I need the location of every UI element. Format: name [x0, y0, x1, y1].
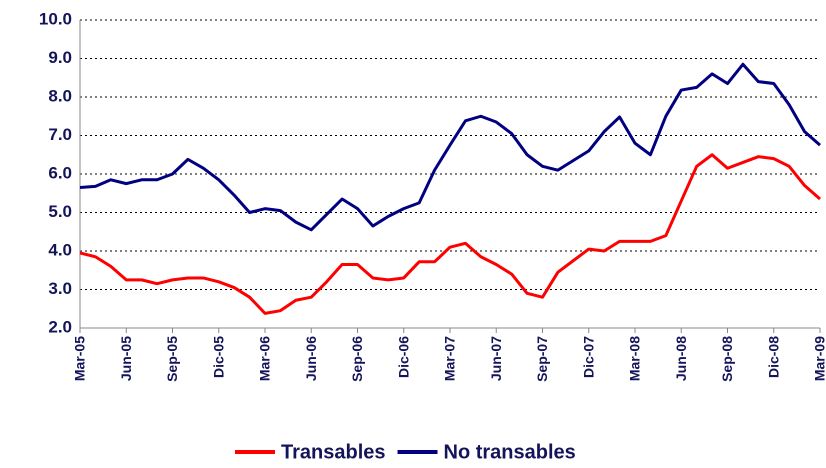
x-tick-label: Dic-08 — [765, 336, 781, 378]
y-tick-label: 7.0 — [48, 125, 72, 144]
y-tick-label: 6.0 — [48, 163, 72, 182]
y-tick-label: 2.0 — [48, 317, 72, 336]
x-tick-label: Mar-06 — [257, 336, 273, 381]
x-tick-label: Jun-06 — [303, 336, 319, 381]
x-tick-label: Mar-07 — [442, 336, 458, 381]
x-tick-label: Dic-05 — [210, 336, 226, 378]
y-tick-label: 10.0 — [39, 9, 72, 28]
x-tick-label: Sep-05 — [164, 336, 180, 382]
y-tick-label: 8.0 — [48, 86, 72, 105]
x-tick-label: Sep-08 — [719, 336, 735, 382]
y-tick-label: 5.0 — [48, 202, 72, 221]
x-tick-label: Mar-08 — [627, 336, 643, 381]
x-tick-label: Dic-07 — [580, 336, 596, 378]
y-tick-label: 3.0 — [48, 279, 72, 298]
x-tick-label: Sep-06 — [349, 336, 365, 382]
series-line — [79, 153, 821, 315]
legend-label: Transables — [281, 441, 386, 463]
y-tick-label: 4.0 — [48, 240, 72, 259]
y-tick-label: 9.0 — [48, 48, 72, 67]
x-tick-label: Sep-07 — [534, 336, 550, 382]
x-tick-label: Mar-05 — [72, 336, 88, 381]
series-line — [79, 62, 821, 232]
legend-label: No transables — [444, 441, 576, 463]
x-tick-label: Jun-08 — [673, 336, 689, 381]
x-tick-label: Dic-06 — [395, 336, 411, 378]
x-tick-label: Mar-09 — [812, 336, 826, 381]
x-tick-label: Jun-07 — [488, 336, 504, 381]
x-tick-label: Jun-05 — [118, 336, 134, 381]
